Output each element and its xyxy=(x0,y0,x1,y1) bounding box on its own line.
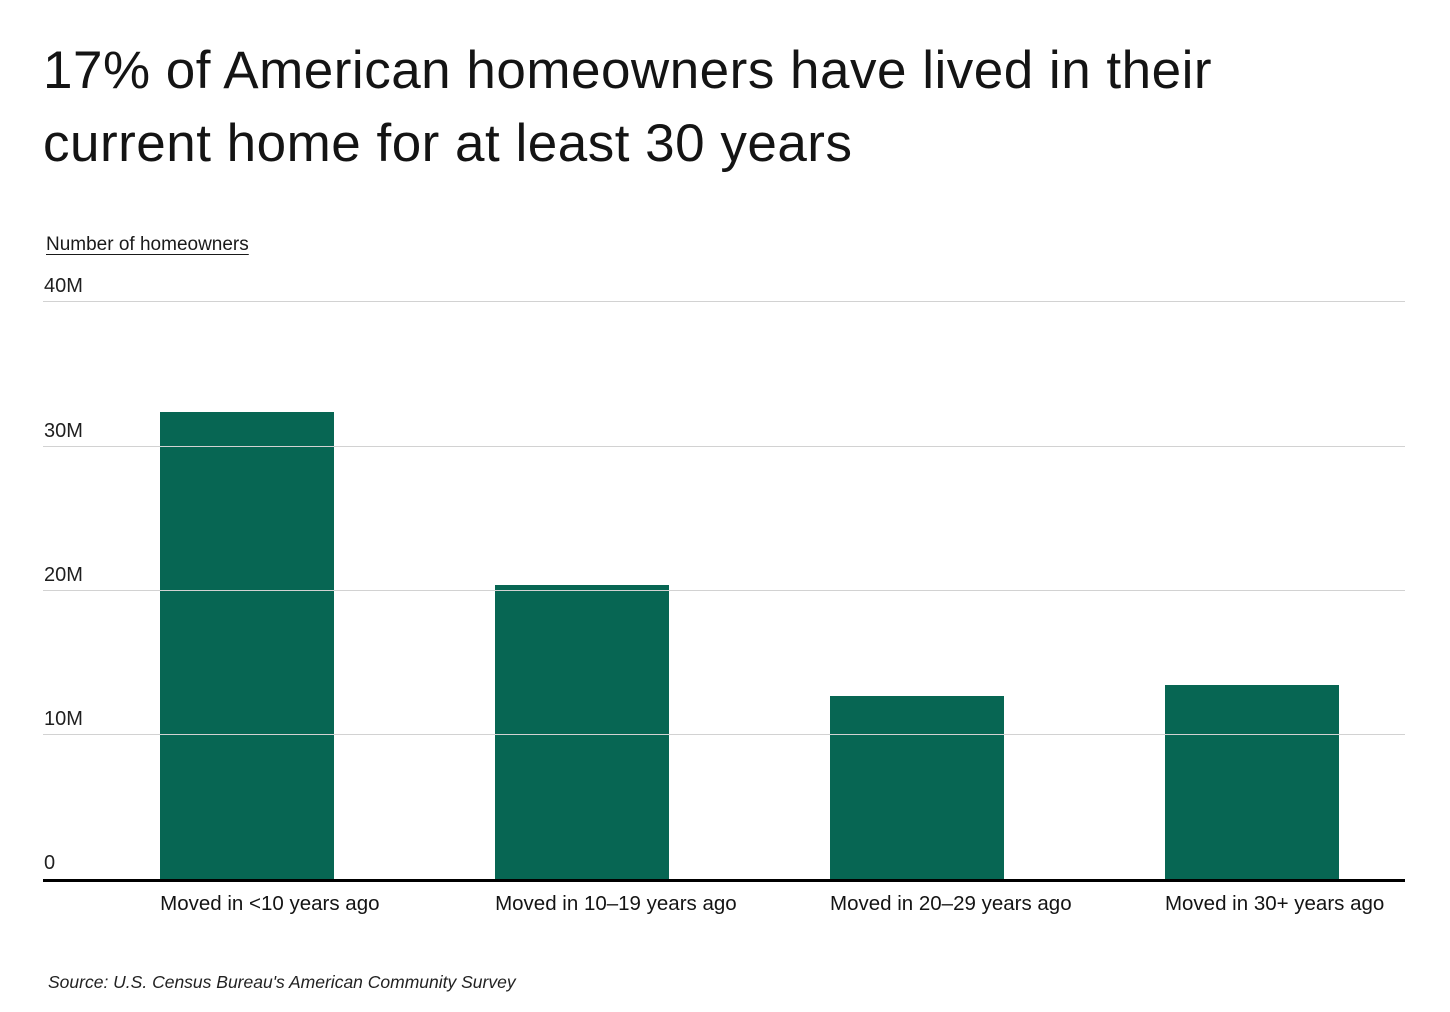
gridline xyxy=(43,589,1405,591)
y-tick-label: 20M xyxy=(44,563,83,586)
x-category-label: Moved in 20–29 years ago xyxy=(830,892,1072,916)
chart-title: 17% of American homeowners have lived in… xyxy=(43,41,1212,174)
bar xyxy=(1164,684,1339,880)
y-axis-title: Number of homeowners xyxy=(46,234,249,256)
bar xyxy=(830,696,1004,880)
x-axis-labels: Moved in <10 years ago Moved in 10–19 yea… xyxy=(160,892,1385,916)
y-tick-label: 40M xyxy=(44,275,83,298)
bar xyxy=(495,584,670,880)
y-tick-label: 10M xyxy=(44,708,83,730)
gridline xyxy=(43,301,1405,303)
gridline xyxy=(43,445,1405,447)
x-category-label: Moved in 10–19 years ago xyxy=(495,892,737,916)
plot-area: 40M 30M 20M 10M 0 xyxy=(43,276,1405,883)
bars-container xyxy=(160,302,1339,880)
y-tick-label: 30M xyxy=(44,419,83,442)
x-category-label: Moved in 30+ years ago xyxy=(1164,892,1385,916)
source-attribution: Source: U.S. Census Bureau's American Co… xyxy=(48,972,516,993)
bar xyxy=(160,411,335,880)
gridline xyxy=(43,734,1405,735)
x-category-label: Moved in <10 years ago xyxy=(160,892,380,916)
y-tick-label: 0 xyxy=(44,852,56,875)
